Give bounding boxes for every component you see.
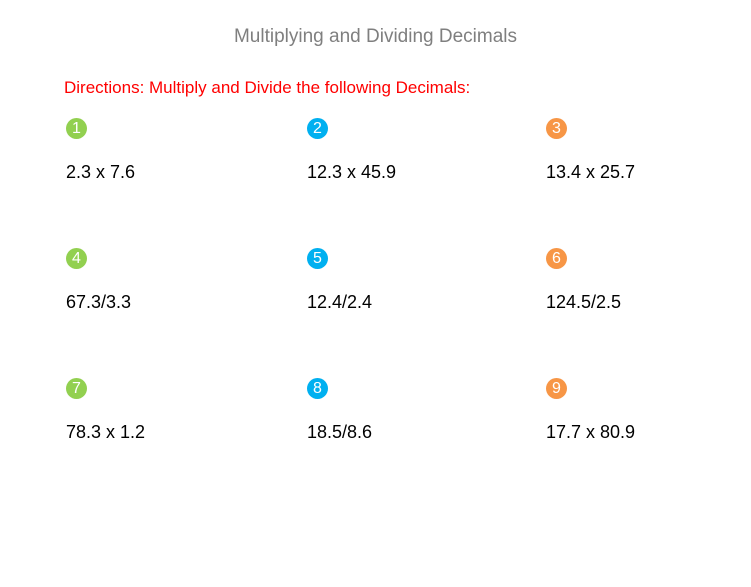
number-badge-icon: 4 [66, 248, 87, 269]
problem-expression: 2.3 x 7.6 [66, 162, 136, 182]
problem-expression: 18.5/8.6 [307, 422, 373, 442]
problem-6: 6 124.5/2.5 [546, 248, 726, 313]
problem-expression: 12.3 x 45.9 [307, 162, 397, 182]
problem-1: 1 2.3 x 7.6 [66, 118, 246, 183]
problem-expression: 124.5/2.5 [546, 292, 622, 312]
number-badge-icon: 1 [66, 118, 87, 139]
problem-2: 2 12.3 x 45.9 [307, 118, 487, 183]
problem-4: 4 67.3/3.3 [66, 248, 246, 313]
number-badge-icon: 7 [66, 378, 87, 399]
problem-expression: 13.4 x 25.7 [546, 162, 636, 182]
number-badge-icon: 3 [546, 118, 567, 139]
problem-3: 3 13.4 x 25.7 [546, 118, 726, 183]
number-badge-icon: 8 [307, 378, 328, 399]
problem-expression: 12.4/2.4 [307, 292, 373, 312]
problem-8: 8 18.5/8.6 [307, 378, 487, 443]
problem-expression: 78.3 x 1.2 [66, 422, 146, 442]
number-badge-icon: 9 [546, 378, 567, 399]
problem-9: 9 17.7 x 80.9 [546, 378, 726, 443]
problem-5: 5 12.4/2.4 [307, 248, 487, 313]
problem-expression: 17.7 x 80.9 [546, 422, 636, 442]
problem-7: 7 78.3 x 1.2 [66, 378, 246, 443]
number-badge-icon: 5 [307, 248, 328, 269]
number-badge-icon: 6 [546, 248, 567, 269]
directions-text: Directions: Multiply and Divide the foll… [64, 78, 471, 97]
number-badge-icon: 2 [307, 118, 328, 139]
page-title: Multiplying and Dividing Decimals [233, 26, 517, 47]
problem-expression: 67.3/3.3 [66, 292, 132, 312]
